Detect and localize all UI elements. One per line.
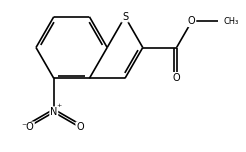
Text: O: O [173, 73, 180, 83]
Text: O: O [188, 16, 196, 26]
Text: +: + [57, 103, 62, 108]
Text: S: S [122, 12, 128, 22]
Text: O: O [76, 122, 84, 132]
Text: ⁻O: ⁻O [21, 122, 34, 132]
Text: N: N [50, 107, 58, 117]
Text: CH₃: CH₃ [224, 17, 239, 26]
